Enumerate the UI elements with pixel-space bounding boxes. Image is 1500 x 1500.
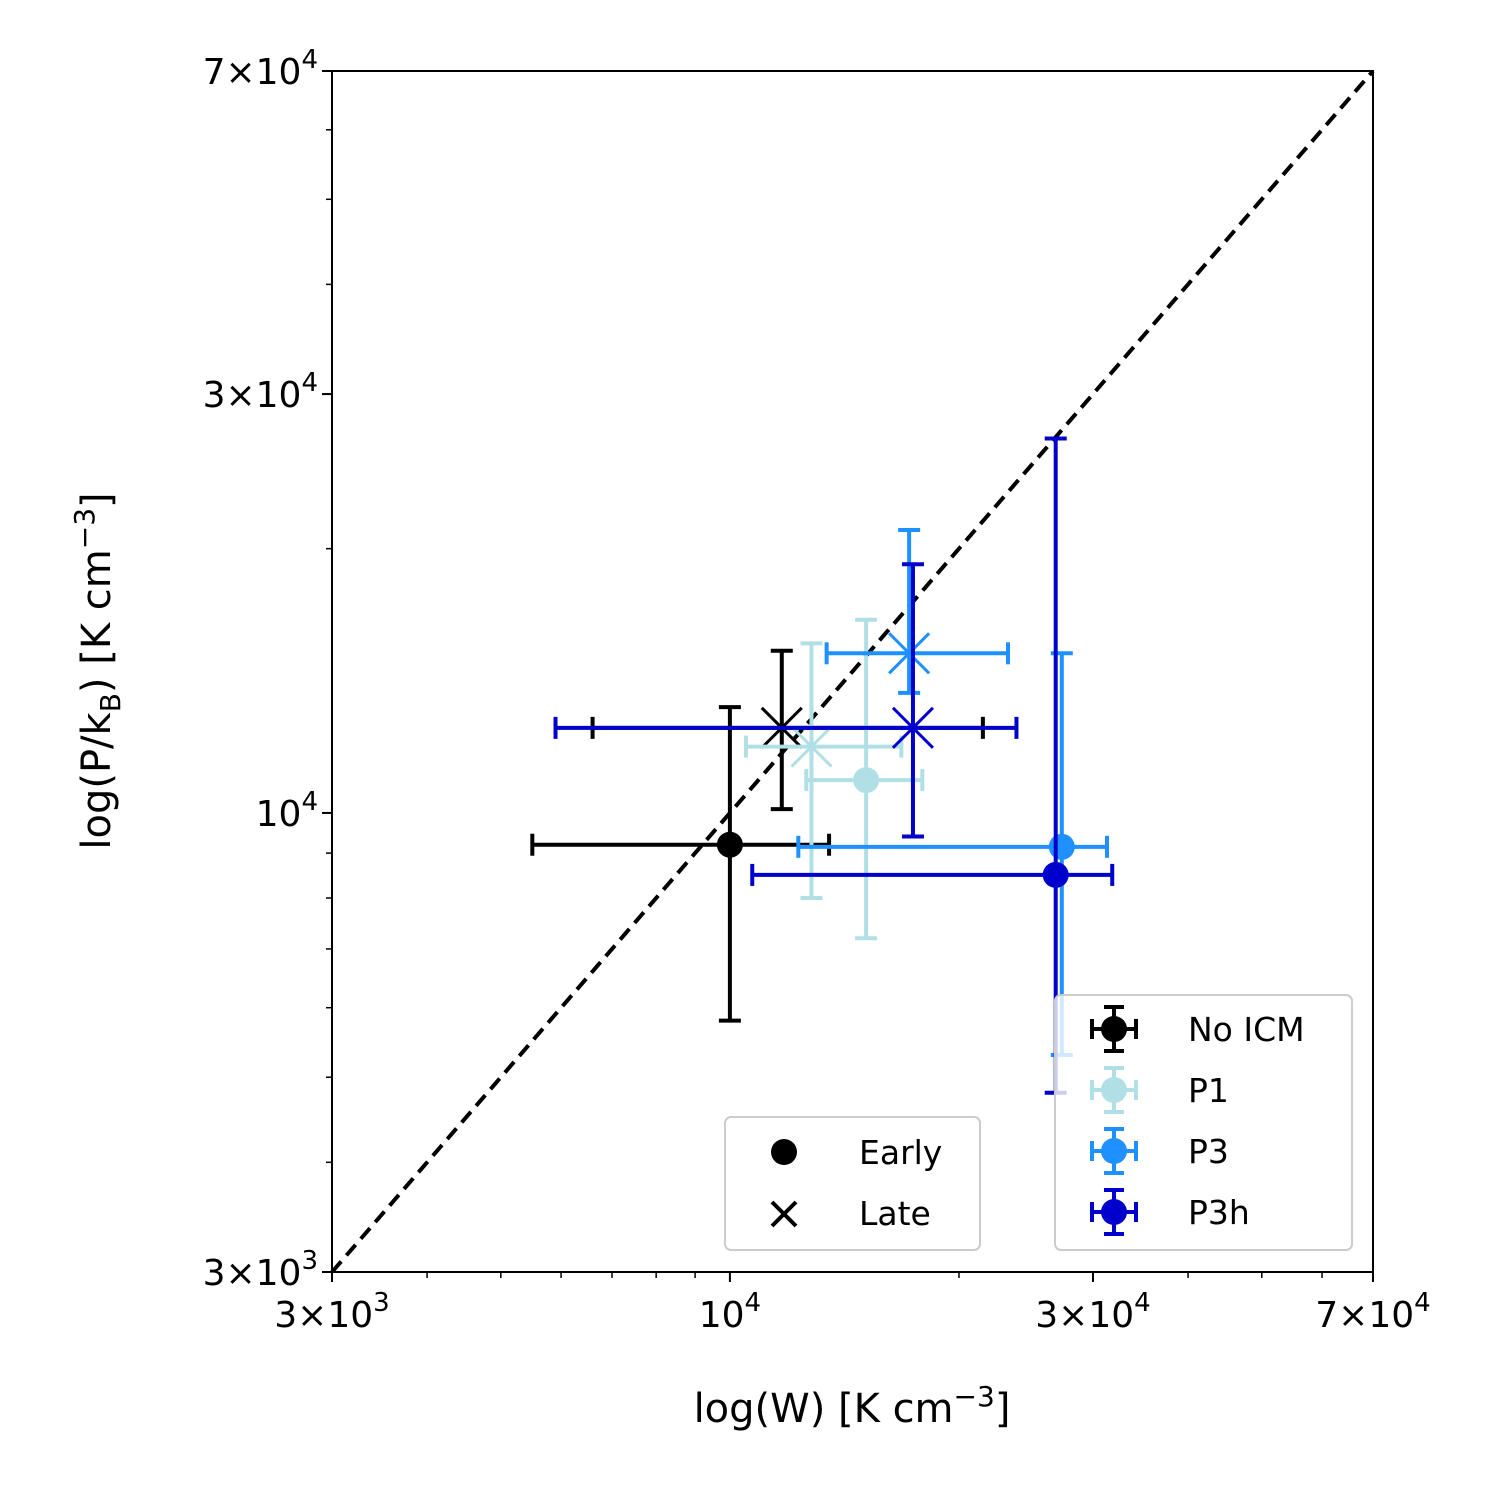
y-axis-label: log(P/kB) [K cm−3]: [68, 492, 127, 849]
x-tick-label-0: 3×103: [274, 1288, 389, 1336]
y-tick-label-0: 3×103: [203, 1246, 318, 1294]
axes-frame: [331, 70, 1374, 1273]
series-legend-item-1: P1: [1090, 1066, 1229, 1114]
series-legend-label-3: P3h: [1188, 1193, 1250, 1232]
x-tick-label-3: 7×104: [1315, 1288, 1430, 1336]
series-legend-item-0: No ICM: [1090, 1005, 1305, 1053]
x-tick-label-2: 3×104: [1035, 1288, 1150, 1336]
series-0-early-marker-circle: [716, 831, 743, 858]
series-1-early-marker-circle: [853, 767, 880, 794]
series-legend-item-2: P3: [1090, 1127, 1229, 1175]
series-legend-swatch-1: [1090, 1066, 1138, 1114]
marker-legend: Early Late: [724, 1116, 981, 1251]
series-legend-box: [1054, 994, 1353, 1251]
reference-line-1to1: [330, 69, 1375, 1274]
series-p1: [744, 617, 925, 941]
legend-early-label: Early: [859, 1133, 942, 1172]
y-axis-label-sub: B: [94, 693, 127, 712]
series-legend: No ICM P1 P3 P3h: [1054, 994, 1353, 1251]
legend-late-marker: [770, 1200, 798, 1228]
series-2-early-marker-circle: [1048, 833, 1075, 860]
y-tick-label-3: 7×104: [203, 45, 318, 93]
series-p3h: [553, 436, 1115, 1095]
axis-ticks: 3×103 104 3×104 7×104 3×103 104 3×104 7×104: [203, 45, 1431, 1336]
x-axis-label: log(W) [K cm−3]: [694, 1380, 1011, 1432]
series-legend-label-1: P1: [1188, 1071, 1229, 1110]
series-2-late-errorbar: [824, 528, 1011, 695]
series-legend-item-3: P3h: [1090, 1188, 1250, 1236]
series-3-late-marker-x: [891, 706, 935, 749]
x-tick-label-1: 104: [699, 1288, 761, 1336]
series-3-early-marker-circle: [1042, 861, 1069, 888]
series-legend-label-2: P3: [1188, 1132, 1229, 1171]
legend-early-marker: [771, 1139, 797, 1165]
series-legend-label-0: No ICM: [1188, 1010, 1305, 1049]
y-tick-label-2: 3×104: [203, 368, 318, 416]
series-p3: [796, 528, 1109, 1058]
x-axis-label-sup: −3: [954, 1380, 995, 1413]
series-2-late-marker-x: [888, 632, 931, 675]
series-1-late-marker-x: [790, 725, 833, 768]
y-tick-label-1: 104: [256, 787, 318, 835]
y-axis-label-sup: −3: [68, 508, 101, 549]
plot-area: [330, 69, 1375, 1274]
legend-late-label: Late: [859, 1194, 931, 1233]
series-3-late-errorbar: [553, 562, 1019, 839]
series-0-early-errorbar: [530, 705, 832, 1023]
